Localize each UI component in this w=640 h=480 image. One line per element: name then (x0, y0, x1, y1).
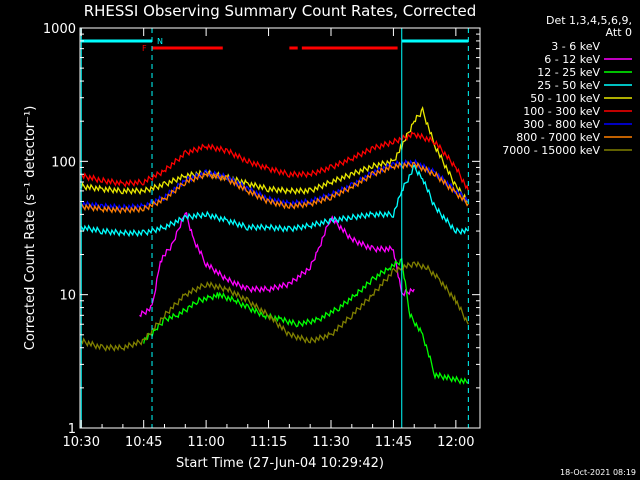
x-tick-label: 10:30 (63, 435, 100, 450)
flag-label-night: N (157, 37, 163, 46)
x-tick-label: 11:15 (250, 435, 287, 450)
legend-label-7: 300 - 800 keV (523, 118, 600, 131)
series-line-8 (80, 160, 469, 215)
legend-label-1: 3 - 6 keV (551, 40, 600, 53)
x-tick-label: 11:30 (312, 435, 349, 450)
timestamp: 18-Oct-2021 08:19 (560, 468, 636, 477)
x-tick-label: 11:45 (375, 435, 412, 450)
legend-title-line1: Det 1,3,4,5,6,9, (546, 14, 632, 27)
x-axis-title: Start Time (27-Jun-04 10:29:42) (176, 456, 384, 471)
plot-frame (79, 27, 481, 429)
series-line-6 (80, 130, 469, 192)
series-line-1 (143, 196, 415, 406)
legend-label-9: 7000 - 15000 keV (502, 144, 600, 157)
series-group (80, 105, 469, 406)
legend-label-6: 100 - 300 keV (523, 105, 600, 118)
legend-label-5: 50 - 100 keV (530, 92, 600, 105)
flag-label-flare: F (142, 44, 147, 53)
legend-title-line2: Att 0 (606, 26, 632, 39)
series-line-9 (80, 260, 469, 352)
series-line-5 (80, 105, 469, 203)
chart-title: RHESSI Observing Summary Count Rates, Co… (84, 2, 477, 20)
x-tick-label: 11:00 (187, 435, 224, 450)
series-line-2 (139, 211, 415, 318)
legend-label-2: 6 - 12 keV (544, 53, 600, 66)
vertical-markers (80, 28, 469, 428)
y-tick-label: 10 (59, 289, 76, 304)
series-line-4 (80, 163, 469, 238)
x-tick-label: 12:00 (437, 435, 474, 450)
y-tick-label: 100 (51, 155, 76, 170)
axis-ticks: 10:30 10:45 11:00 11:15 11:30 11:45 12:00 1 10 10… (43, 22, 480, 450)
legend-label-3: 12 - 25 keV (537, 66, 600, 79)
legend-label-8: 800 - 7000 keV (516, 131, 600, 144)
x-tick-label: 10:45 (125, 435, 162, 450)
legend-label-4: 25 - 50 keV (537, 79, 600, 92)
flag-bars (81, 39, 469, 50)
series-line-3 (143, 257, 469, 385)
y-tick-label: 1000 (43, 22, 76, 37)
y-axis-title: Corrected Count Rate (s⁻¹ detector⁻¹) (23, 106, 38, 351)
y-tick-label: 1 (68, 422, 76, 437)
